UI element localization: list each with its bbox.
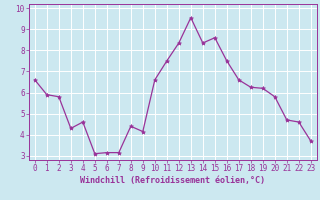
X-axis label: Windchill (Refroidissement éolien,°C): Windchill (Refroidissement éolien,°C) <box>80 176 265 185</box>
